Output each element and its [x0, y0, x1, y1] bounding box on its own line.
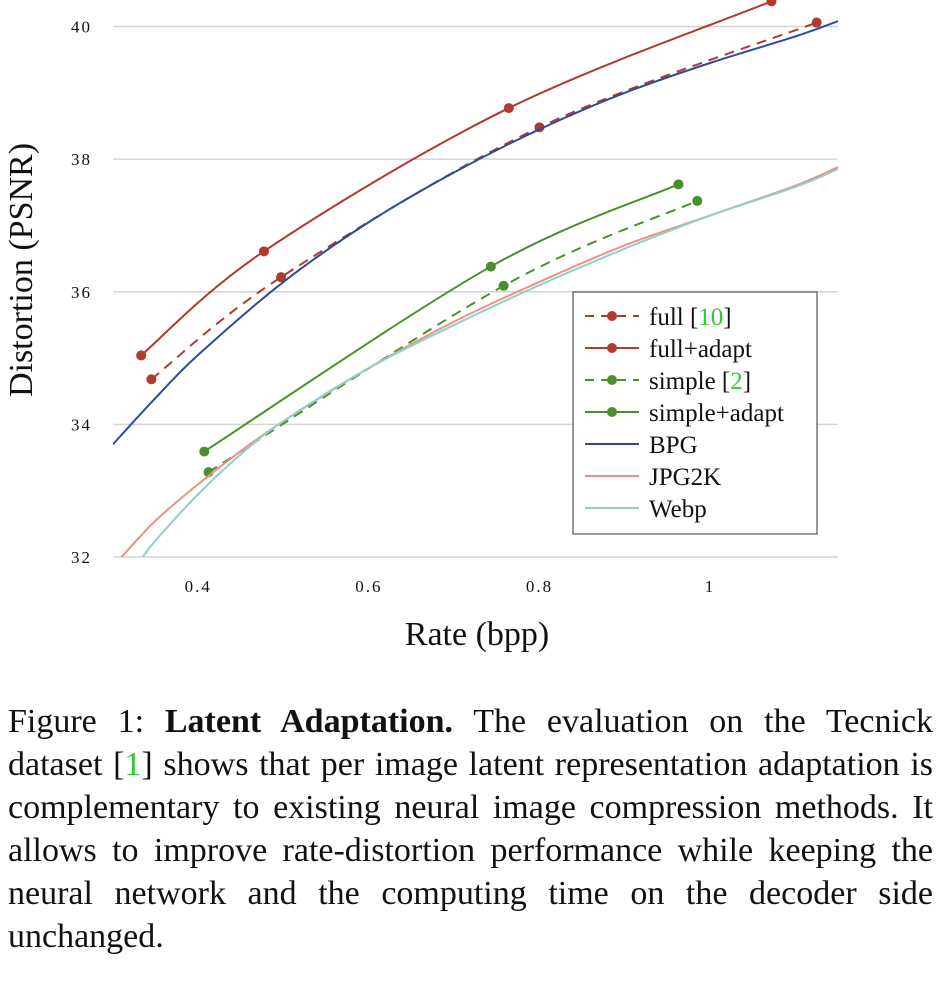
legend-label-simple-adapt: simple+adapt — [649, 400, 784, 427]
series-line-bpg — [113, 20, 838, 445]
legend: full [10] full+adapt simple [2] simple+adap… — [572, 291, 818, 535]
point-simple-2-2 — [692, 195, 703, 206]
legend-marker-simple-2 — [607, 375, 617, 385]
legend-item-full-adapt: full+adapt — [585, 336, 752, 363]
caption-ref-link[interactable]: 1 — [124, 746, 142, 783]
x-axis-label: Rate (bpp) — [405, 616, 549, 653]
y-tick-labels: 32 34 36 38 40 — [71, 18, 92, 567]
series-webp — [142, 168, 838, 557]
series-line-full-10 — [150, 21, 818, 381]
series-bpg — [113, 20, 838, 445]
series-lines — [113, 0, 838, 557]
point-full-10-0 — [146, 374, 157, 385]
legend-item-bpg: BPG — [585, 432, 698, 459]
y-tick-label-40: 40 — [71, 18, 92, 37]
y-tick-label-36: 36 — [71, 283, 92, 302]
caption-text-2: ] shows that per image latent representa… — [8, 746, 934, 955]
x-tick-label-0_8: 0.8 — [526, 577, 553, 596]
y-tick-label-32: 32 — [71, 548, 92, 567]
figure-caption: Figure 1: Latent Adaptation. The evaluat… — [8, 700, 933, 958]
legend-label-simple-2: simple [2] — [649, 368, 751, 395]
legend-item-jpg2k: JPG2K — [585, 464, 721, 491]
legend-marker-full-adapt — [607, 343, 617, 353]
legend-item-full-10: full [10] — [585, 304, 732, 331]
point-full-adapt-2 — [503, 103, 514, 114]
series-full-adapt — [136, 0, 777, 361]
point-simple-adapt-1 — [485, 261, 496, 272]
legend-marker-full-10 — [607, 311, 617, 321]
y-tick-label-34: 34 — [71, 415, 92, 434]
y-tick-label-38: 38 — [71, 150, 92, 169]
series-line-webp — [142, 168, 838, 557]
caption-title: Latent Adaptation. — [164, 703, 453, 740]
x-tick-label-1: 1 — [705, 577, 716, 596]
x-tick-labels: 0.4 0.6 0.8 1 — [185, 577, 716, 596]
legend-item-simple-2: simple [2] — [585, 368, 751, 395]
legend-label-full-adapt: full+adapt — [649, 336, 752, 363]
legend-ref-2[interactable]: 2 — [730, 368, 743, 395]
legend-marker-simple-adapt — [607, 407, 617, 417]
legend-label-jpg2k: JPG2K — [649, 464, 721, 491]
y-axis-label: Distortion (PSNR) — [3, 143, 40, 397]
point-full-10-1 — [276, 272, 287, 283]
caption-label: Figure 1: — [8, 703, 165, 740]
legend-ref-10[interactable]: 10 — [698, 304, 723, 331]
legend-label-webp: Webp — [649, 496, 707, 523]
point-full-adapt-3 — [766, 0, 777, 7]
series-line-simple-2 — [207, 200, 698, 473]
rate-distortion-chart: 32 34 36 38 40 0.4 0.6 0.8 1 Rate (bpp) Distort… — [3, 0, 838, 653]
point-full-adapt-0 — [136, 350, 147, 361]
point-full-10-3 — [811, 17, 822, 28]
legend-label-bpg: BPG — [649, 432, 698, 459]
point-full-adapt-1 — [258, 246, 269, 257]
x-tick-label-0_4: 0.4 — [185, 577, 212, 596]
legend-label-full-10: full [10] — [649, 304, 732, 331]
series-line-full-adapt — [140, 0, 772, 357]
caption-text-1: The evaluation on the Tecnick dataset [ — [8, 703, 933, 783]
series-line-simple-adapt — [203, 183, 679, 453]
x-tick-label-0_6: 0.6 — [355, 577, 382, 596]
point-simple-adapt-0 — [199, 446, 210, 457]
point-simple-adapt-2 — [673, 179, 684, 190]
legend-item-webp: Webp — [585, 496, 707, 523]
point-simple-2-1 — [498, 280, 509, 291]
legend-item-simple-adapt: simple+adapt — [585, 400, 784, 427]
series-simple-adapt — [199, 179, 684, 457]
